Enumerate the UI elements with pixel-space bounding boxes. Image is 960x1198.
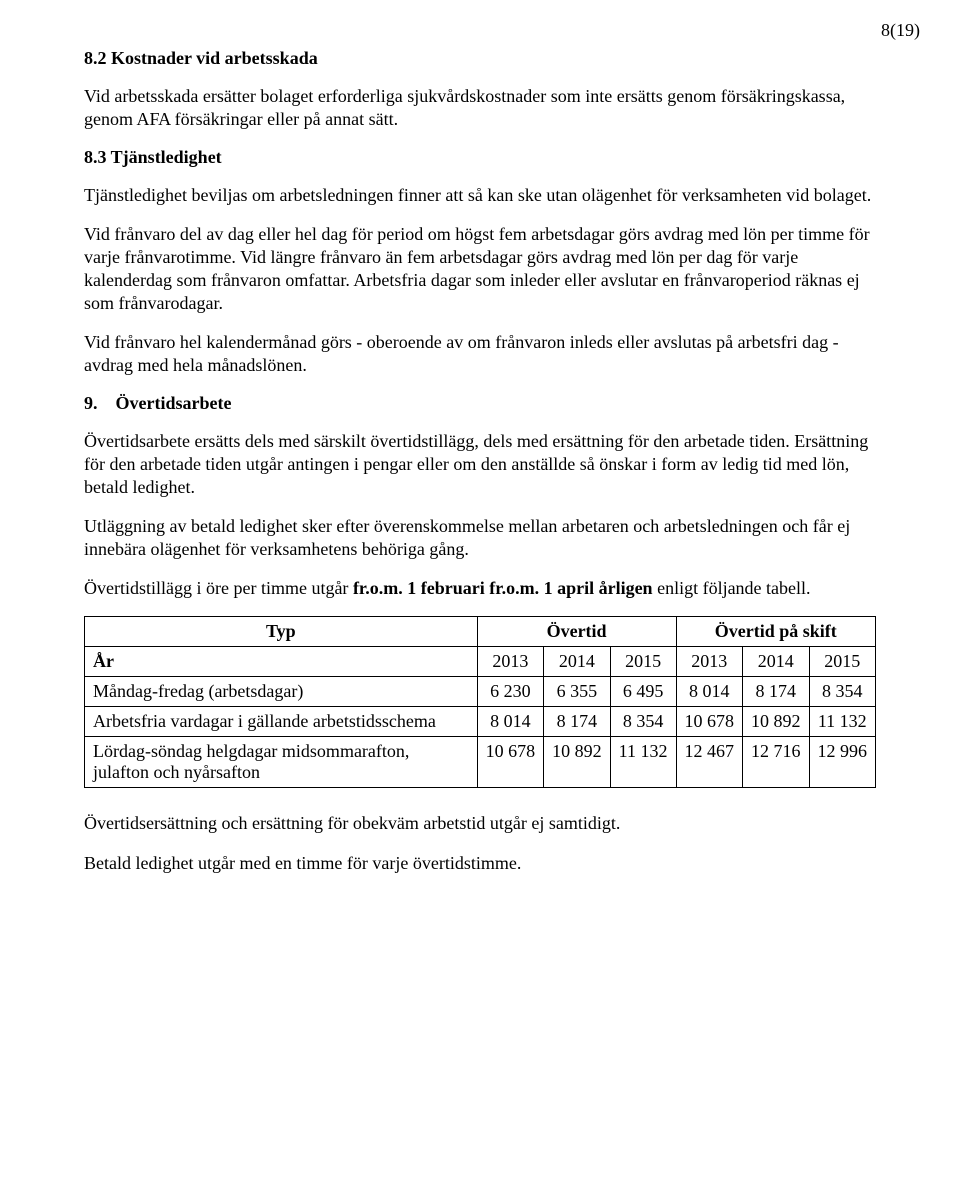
text: enligt följande tabell.	[653, 578, 811, 598]
table-cell: 8 014	[676, 677, 743, 707]
table-row: År 2013 2014 2015 2013 2014 2015	[85, 647, 876, 677]
paragraph: Betald ledighet utgår med en timme för v…	[84, 852, 876, 875]
table-cell: 12 996	[809, 737, 876, 788]
table-cell: 2014	[544, 647, 611, 677]
heading-8-3: 8.3 Tjänstledighet	[84, 147, 876, 168]
paragraph: Vid frånvaro del av dag eller hel dag fö…	[84, 223, 876, 315]
text: Övertidstillägg i öre per timme utgår	[84, 578, 353, 598]
heading-8-2: 8.2 Kostnader vid arbetsskada	[84, 48, 876, 69]
page-number: 8(19)	[881, 20, 920, 41]
table-cell: 8 174	[743, 677, 810, 707]
table-cell: 6 230	[477, 677, 544, 707]
table-cell: 6 495	[610, 677, 676, 707]
table-cell-label: Arbetsfria vardagar i gällande arbetstid…	[85, 707, 478, 737]
table-cell: 8 354	[610, 707, 676, 737]
text-bold: fr.o.m. 1 februari fr.o.m. 1 april årlig…	[353, 578, 653, 598]
paragraph: Övertidsarbete ersätts dels med särskilt…	[84, 430, 876, 499]
table-cell: 2015	[610, 647, 676, 677]
table-cell: 10 892	[544, 737, 611, 788]
table-cell: 8 174	[544, 707, 611, 737]
paragraph: Övertidstillägg i öre per timme utgår fr…	[84, 577, 876, 600]
table-row: Lördag-söndag helgdagar midsommarafton, …	[85, 737, 876, 788]
table-header-overtime-shift: Övertid på skift	[676, 617, 876, 647]
table-header-type: Typ	[85, 617, 478, 647]
table-row: Måndag-fredag (arbetsdagar) 6 230 6 355 …	[85, 677, 876, 707]
table-row: Typ Övertid Övertid på skift	[85, 617, 876, 647]
table-cell: 11 132	[809, 707, 876, 737]
table-cell-year-label: År	[85, 647, 478, 677]
table-cell-label: Lördag-söndag helgdagar midsommarafton, …	[85, 737, 478, 788]
table-cell: 2014	[743, 647, 810, 677]
paragraph: Vid arbetsskada ersätter bolaget erforde…	[84, 85, 876, 131]
table-cell: 6 355	[544, 677, 611, 707]
table-cell: 2013	[477, 647, 544, 677]
paragraph: Vid frånvaro hel kalendermånad görs - ob…	[84, 331, 876, 377]
table-cell: 2015	[809, 647, 876, 677]
table-row: Arbetsfria vardagar i gällande arbetstid…	[85, 707, 876, 737]
table-cell: 10 678	[477, 737, 544, 788]
table-cell: 10 678	[676, 707, 743, 737]
table-cell: 8 014	[477, 707, 544, 737]
table-cell: 8 354	[809, 677, 876, 707]
heading-9: 9. Övertidsarbete	[84, 393, 876, 414]
table-cell: 12 716	[743, 737, 810, 788]
table-cell: 10 892	[743, 707, 810, 737]
table-cell-label: Måndag-fredag (arbetsdagar)	[85, 677, 478, 707]
table-cell: 2013	[676, 647, 743, 677]
paragraph: Tjänstledighet beviljas om arbetsledning…	[84, 184, 876, 207]
page: 8(19) 8.2 Kostnader vid arbetsskada Vid …	[0, 0, 960, 1198]
overtime-table: Typ Övertid Övertid på skift År 2013 201…	[84, 616, 876, 788]
table-header-overtime: Övertid	[477, 617, 676, 647]
table-cell: 12 467	[676, 737, 743, 788]
paragraph: Utläggning av betald ledighet sker efter…	[84, 515, 876, 561]
table-cell: 11 132	[610, 737, 676, 788]
paragraph: Övertidsersättning och ersättning för ob…	[84, 812, 876, 835]
